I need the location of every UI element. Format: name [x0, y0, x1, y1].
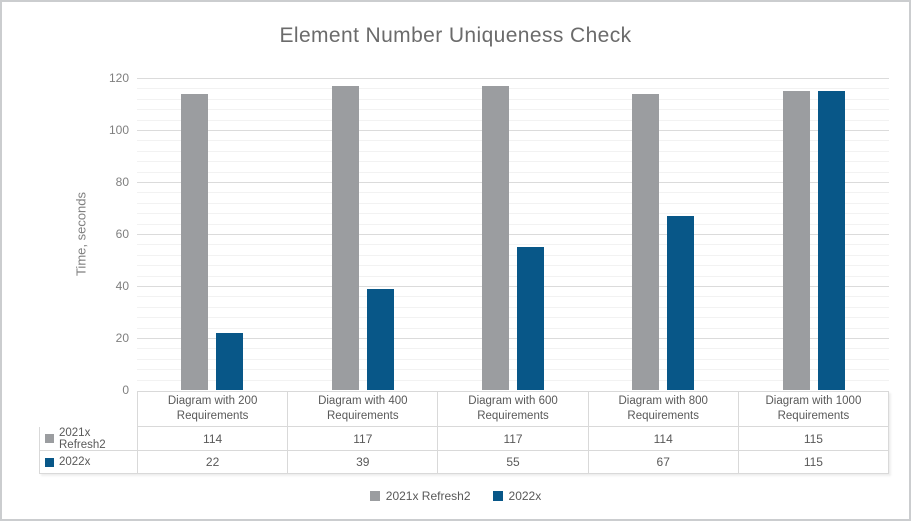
gridline-minor	[137, 140, 889, 142]
gridline-minor	[137, 171, 889, 173]
series-name-cell: 2022x	[40, 451, 138, 473]
gridline-minor	[137, 202, 889, 204]
gridline-minor	[137, 88, 889, 90]
gridline-major	[137, 130, 889, 131]
value-cell: 39	[287, 451, 437, 473]
value-cell: 115	[737, 427, 888, 450]
value-cell: 114	[587, 427, 738, 450]
bar-2022x	[517, 247, 544, 390]
legend-item: 2021x Refresh2	[369, 489, 471, 503]
legend-swatch-icon	[369, 491, 380, 501]
gridline-minor	[137, 369, 889, 371]
gridline-minor	[137, 317, 889, 319]
series-key-swatch-icon	[45, 457, 54, 467]
y-tick-label: 40	[115, 279, 129, 293]
bar-2022x	[817, 91, 845, 390]
gridline-minor	[137, 254, 889, 256]
legend: 2021x Refresh2 2022x	[2, 487, 909, 505]
gridline-minor	[137, 348, 889, 350]
gridline-major	[137, 234, 889, 235]
gridline-minor	[137, 265, 889, 267]
legend-swatch-icon	[492, 491, 503, 501]
gridline-major	[137, 338, 889, 339]
bar-2022x	[216, 332, 244, 390]
category-header-cell: Diagram with 200 Requirements	[167, 395, 258, 422]
bar-2021x-refresh2	[632, 93, 660, 390]
category-header-cell: Diagram with 1000 Requirements	[737, 392, 888, 426]
category-header-cell: Diagram with 600 Requirements	[437, 392, 587, 426]
value-cell: 22	[205, 455, 220, 469]
y-tick-label: 80	[115, 175, 129, 189]
series-name-label: 2021x Refresh2	[59, 426, 106, 451]
gridline-minor	[137, 119, 889, 121]
gridline-minor	[137, 161, 889, 163]
data-table-body: 2021x Refresh2 114 117 117 114 115 2022x 22 39 55…	[39, 427, 889, 474]
chart-title: Element Number Uniqueness Check	[279, 24, 632, 47]
y-tick-label: 120	[108, 71, 129, 85]
bar-2022x	[667, 215, 695, 390]
legend-label: 2022x	[508, 489, 542, 503]
table-row: 2022x 22 39 55 67 115	[40, 450, 888, 473]
value-cell: 67	[587, 451, 738, 473]
value-cell: 115	[737, 451, 888, 473]
category-header-cell: Diagram with 400 Requirements	[287, 392, 437, 426]
bar-2021x-refresh2	[181, 93, 209, 390]
y-tick-label: 0	[122, 383, 129, 397]
gridline-minor	[137, 379, 889, 381]
gridline-major	[137, 286, 889, 287]
y-tick-label: 20	[115, 331, 129, 345]
gridline-minor	[137, 109, 889, 111]
y-tick-label: 100	[108, 123, 129, 137]
data-table-category-header: Diagram with 200 Requirements Diagram wit…	[137, 391, 889, 427]
series-name-cell: 2021x Refresh2	[40, 426, 138, 451]
series-key-swatch-icon	[45, 434, 54, 443]
gridline-minor	[137, 244, 889, 246]
gridline-minor	[137, 358, 889, 360]
gridline-minor	[137, 327, 889, 329]
gridline-minor	[137, 98, 889, 100]
bar-2021x-refresh2	[782, 91, 810, 390]
gridline-minor	[137, 306, 889, 308]
value-cell: 114	[203, 431, 223, 446]
table-row: 2021x Refresh2 114 117 117 114 115	[40, 426, 888, 451]
gridline-minor	[137, 150, 889, 152]
bar-2022x	[366, 288, 394, 390]
gridline-minor	[137, 275, 889, 277]
y-tick-label: 60	[115, 227, 129, 241]
gridline-minor	[137, 296, 889, 298]
series-name-label: 2022x	[59, 456, 91, 468]
gridline-minor	[137, 223, 889, 225]
value-cell: 55	[437, 451, 587, 473]
gridline-major	[137, 78, 889, 79]
gridline-major	[137, 182, 889, 183]
legend-label: 2021x Refresh2	[385, 489, 471, 503]
gridline-minor	[137, 192, 889, 194]
category-header-cell: Diagram with 800 Requirements	[587, 392, 738, 426]
bar-2021x-refresh2	[482, 85, 509, 390]
bar-2021x-refresh2	[331, 85, 359, 390]
legend-item: 2022x	[492, 489, 542, 503]
value-cell: 117	[437, 427, 587, 450]
plot-area	[137, 78, 889, 390]
gridline-minor	[137, 213, 889, 215]
value-cell: 117	[287, 427, 437, 450]
